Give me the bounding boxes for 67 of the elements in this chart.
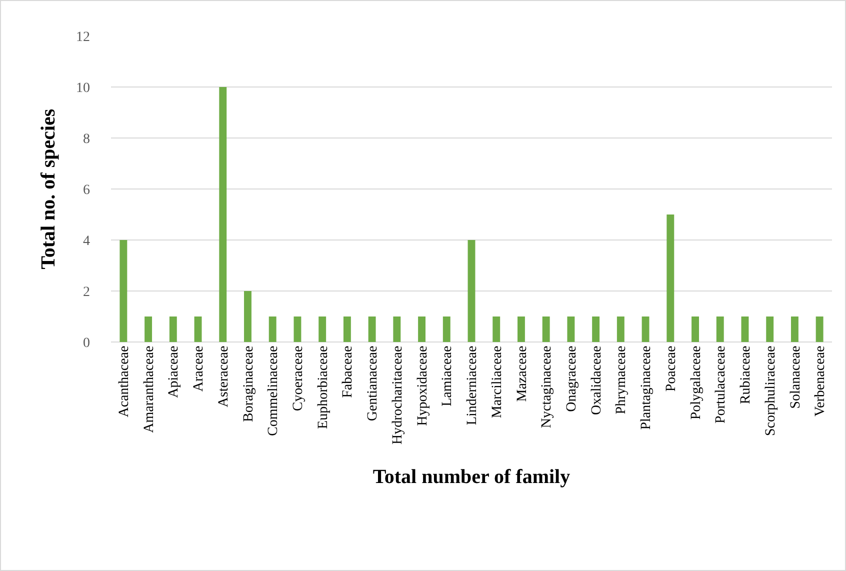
bar (741, 316, 749, 342)
bar (517, 316, 525, 342)
x-tick-label: Apiaceae (166, 346, 182, 398)
bar (642, 316, 650, 342)
x-tick-label: Lamiaceae (440, 346, 456, 406)
x-tick-label: Phrymaceae (614, 346, 630, 414)
x-tick-label: Euphorbiaceae (316, 346, 331, 429)
x-tick-label: Boraginaceae (241, 346, 256, 422)
x-tick-label: Hydrocharitaceae (390, 346, 406, 445)
x-tick-label: Gentianaceae (366, 346, 381, 422)
x-tick-label: Solanaceae (788, 346, 804, 409)
x-tick-label: Amaranthaceae (142, 346, 157, 433)
bar (120, 240, 128, 342)
x-tick-label: Cyoeraceae (291, 346, 306, 412)
x-tick-label: Oxalidaceae (589, 346, 604, 415)
bar (318, 316, 326, 342)
bar (244, 291, 252, 342)
bar (766, 316, 774, 342)
bar (169, 316, 177, 342)
x-tick-label: Hypoxidaceae (415, 346, 430, 426)
x-tick-label: Polygalaceae (688, 346, 704, 420)
x-tick-label: Rubiaceae (738, 346, 754, 404)
x-tick-label: Fabaceae (340, 346, 356, 398)
bar (692, 316, 699, 342)
bar (542, 316, 550, 342)
y-axis-title: Total no. of species (38, 108, 60, 270)
bar (492, 316, 500, 342)
x-tick-label: Acanthaceae (116, 346, 132, 418)
x-tick-label: Verbenaceae (813, 346, 828, 417)
x-tick-label: Onagraceae (564, 346, 580, 412)
y-tick-label: 0 (83, 336, 90, 351)
x-tick-label: Araceae (192, 346, 207, 392)
y-tick-label: 6 (83, 182, 90, 198)
bar (790, 316, 798, 342)
bar (368, 316, 376, 342)
bar (393, 316, 401, 342)
x-tick-label: Linderniaceae (465, 346, 480, 426)
y-tick-label: 2 (83, 284, 90, 300)
x-tick-label: Commelinaceae (266, 346, 282, 436)
bar (567, 316, 575, 342)
y-tick-label: 8 (83, 132, 90, 147)
bar (716, 316, 724, 342)
x-axis-title: Total number of family (372, 466, 570, 488)
bar (592, 316, 600, 342)
bar (418, 316, 426, 342)
bar (442, 316, 450, 342)
y-tick-label: 4 (83, 234, 90, 249)
x-tick-label: Plantaginaceae (639, 346, 654, 430)
x-tick-label: Nyctaginaceae (540, 346, 555, 428)
y-tick-label: 10 (76, 80, 90, 96)
bar (816, 316, 824, 342)
bar (219, 87, 227, 342)
x-tick-label: Marciliaceae (490, 346, 505, 418)
bar (144, 316, 152, 342)
x-tick-label: Portulacaceae (714, 346, 729, 424)
x-tick-label: Mazaceae (514, 346, 530, 402)
bar (666, 214, 674, 342)
bar (343, 316, 351, 342)
bar (468, 240, 476, 342)
x-tick-label: Poaceae (664, 346, 679, 392)
x-tick-label: Asteraceae (216, 346, 232, 408)
bar (616, 316, 624, 342)
bar (294, 316, 302, 342)
bar (268, 316, 276, 342)
bar (194, 316, 202, 342)
y-tick-label: 12 (76, 30, 90, 45)
x-tick-label: Scorphuliraceae (763, 346, 778, 436)
